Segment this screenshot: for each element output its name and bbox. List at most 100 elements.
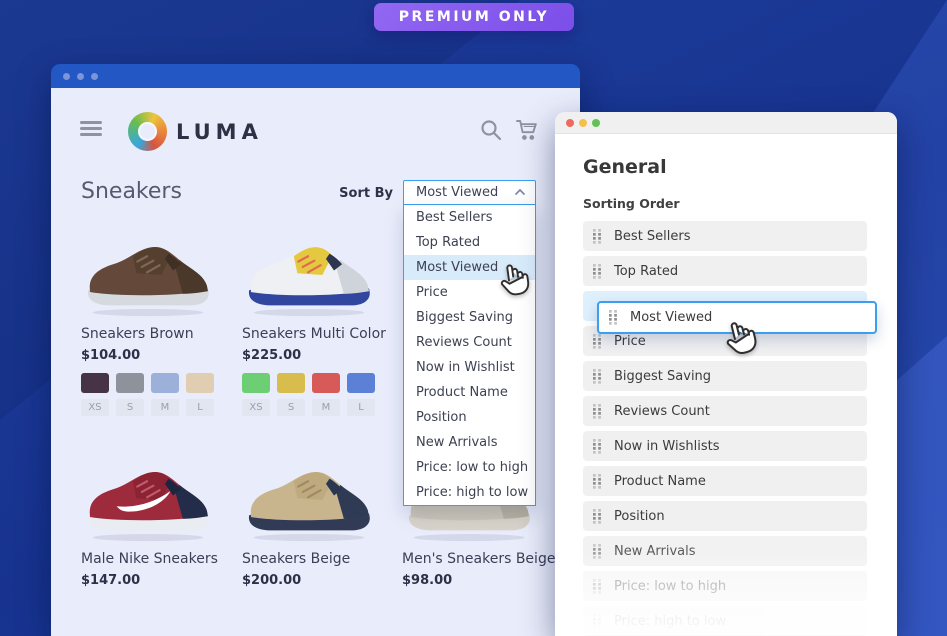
color-swatch[interactable]	[312, 373, 340, 393]
product-name[interactable]: Sneakers Beige	[242, 551, 351, 567]
drag-handle-icon[interactable]	[593, 403, 602, 419]
minimize-window-icon[interactable]	[579, 118, 587, 127]
drag-handle-icon[interactable]	[593, 508, 602, 524]
color-swatch[interactable]	[277, 373, 305, 393]
storefront-window: LUMA Sneakers Sort By Most Viewed	[51, 64, 580, 636]
color-swatch[interactable]	[116, 373, 144, 393]
sort-option[interactable]: Product Name	[416, 385, 508, 400]
size-chip[interactable]: XS	[242, 399, 270, 416]
sort-option[interactable]: Position	[416, 410, 467, 425]
sort-order-row[interactable]: New Arrivals	[583, 536, 867, 566]
sort-order-row[interactable]: Price: high to low	[583, 606, 867, 636]
size-chip[interactable]: L	[186, 399, 214, 416]
sort-option[interactable]: Price: low to high	[416, 460, 529, 475]
settings-titlebar	[555, 112, 897, 134]
sort-option[interactable]: Now in Wishlist	[416, 360, 515, 375]
sort-option[interactable]: Most Viewed	[404, 255, 535, 280]
sort-option[interactable]: Price	[416, 285, 448, 300]
sort-option[interactable]: Reviews Count	[416, 335, 512, 350]
size-row: XS S M L	[242, 399, 376, 416]
product-price: $147.00	[81, 573, 141, 588]
size-chip[interactable]: L	[347, 399, 375, 416]
size-chip[interactable]: S	[116, 399, 144, 416]
window-control-icon[interactable]	[91, 72, 98, 80]
sort-order-row-label: New Arrivals	[614, 543, 696, 559]
sneaker-illustration	[248, 246, 370, 317]
drag-handle-icon[interactable]	[593, 438, 602, 454]
luma-logo[interactable]: LUMA	[128, 112, 263, 151]
dragged-sort-item[interactable]: Most Viewed	[597, 301, 877, 334]
settings-body: General Sorting Order Best Sellers Top Ra…	[555, 134, 897, 636]
drag-handle-icon[interactable]	[593, 473, 602, 489]
page-title: Sneakers	[81, 179, 182, 204]
sort-order-row[interactable]: Now in Wishlists	[583, 431, 867, 461]
sort-selected-value: Most Viewed	[416, 185, 499, 200]
storefront-content: LUMA Sneakers Sort By Most Viewed	[51, 88, 580, 636]
sort-option[interactable]: Top Rated	[416, 235, 481, 250]
size-chip[interactable]: M	[312, 399, 340, 416]
window-control-icon[interactable]	[63, 72, 70, 80]
product-image[interactable]	[81, 215, 215, 317]
sort-order-row-label: Biggest Saving	[614, 368, 712, 384]
sneaker-illustration	[87, 471, 209, 542]
sort-order-row[interactable]: Product Name	[583, 466, 867, 496]
drag-handle-icon[interactable]	[593, 543, 602, 559]
product-card[interactable]: Sneakers Multi Color $225.00 XS S M L	[242, 215, 386, 416]
size-chip[interactable]: M	[151, 399, 179, 416]
sort-order-row[interactable]: Position	[583, 501, 867, 531]
product-price: $225.00	[242, 348, 302, 363]
size-chip[interactable]: S	[277, 399, 305, 416]
product-image[interactable]	[81, 440, 215, 542]
product-price: $200.00	[242, 573, 302, 588]
close-window-icon[interactable]	[566, 118, 574, 127]
hamburger-menu-icon[interactable]	[80, 121, 102, 136]
luma-logo-text: LUMA	[176, 119, 263, 144]
product-card[interactable]: Sneakers Beige $200.00	[242, 440, 376, 588]
product-name[interactable]: Male Nike Sneakers	[81, 551, 218, 567]
color-swatch[interactable]	[186, 373, 214, 393]
product-image[interactable]	[242, 440, 376, 542]
product-image[interactable]	[242, 215, 376, 317]
sort-order-row-label: Price: high to low	[614, 613, 727, 629]
sort-order-row-label: Position	[614, 508, 665, 524]
sort-order-row[interactable]: Top Rated	[583, 256, 867, 286]
product-name[interactable]: Sneakers Brown	[81, 326, 194, 342]
color-swatch[interactable]	[151, 373, 179, 393]
color-swatch-row	[242, 373, 376, 393]
size-chip[interactable]: XS	[81, 399, 109, 416]
sort-option[interactable]: Best Sellers	[416, 210, 493, 225]
color-swatch[interactable]	[242, 373, 270, 393]
sneaker-illustration	[87, 246, 209, 317]
drag-handle-icon[interactable]	[593, 368, 602, 384]
maximize-window-icon[interactable]	[592, 118, 600, 127]
color-swatch-row	[81, 373, 215, 393]
drag-handle-icon[interactable]	[593, 578, 602, 594]
sorting-order-label: Sorting Order	[583, 196, 680, 211]
sort-option[interactable]: Price: high to low	[416, 485, 529, 500]
sort-order-row[interactable]: Price: low to high	[583, 571, 867, 601]
drag-handle-icon[interactable]	[593, 263, 602, 279]
product-name[interactable]: Sneakers Multi Color	[242, 326, 386, 342]
product-price: $98.00	[402, 573, 453, 588]
drag-handle-icon[interactable]	[593, 333, 602, 349]
product-card[interactable]: Male Nike Sneakers $147.00	[81, 440, 218, 588]
search-icon[interactable]	[479, 118, 503, 146]
drag-handle-icon[interactable]	[593, 228, 602, 244]
product-name[interactable]: Men's Sneakers Beige	[402, 551, 556, 567]
sort-order-row-label: Price: low to high	[614, 578, 727, 594]
sort-order-row[interactable]: Biggest Saving	[583, 361, 867, 391]
sort-order-row[interactable]: Best Sellers	[583, 221, 867, 251]
sort-order-row-label: Now in Wishlists	[614, 438, 720, 454]
cart-icon[interactable]	[515, 118, 540, 146]
color-swatch[interactable]	[347, 373, 375, 393]
sort-by-select[interactable]: Most Viewed	[403, 180, 536, 205]
color-swatch[interactable]	[81, 373, 109, 393]
drag-handle-icon[interactable]	[593, 613, 602, 629]
drag-handle-icon[interactable]	[609, 310, 618, 325]
sort-option[interactable]: Biggest Saving	[416, 310, 514, 325]
window-control-icon[interactable]	[77, 72, 84, 80]
product-card[interactable]: Sneakers Brown $104.00 XS S M L	[81, 215, 215, 416]
sort-option[interactable]: New Arrivals	[416, 435, 498, 450]
sort-order-row[interactable]: Reviews Count	[583, 396, 867, 426]
